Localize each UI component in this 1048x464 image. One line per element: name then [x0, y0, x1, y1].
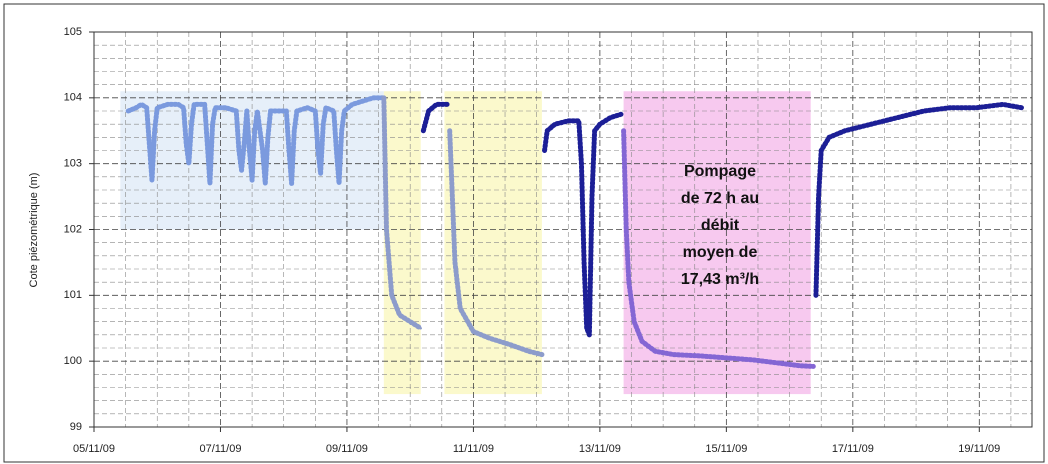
- x-tick-label: 05/11/09: [73, 443, 115, 455]
- plot-frame: [93, 31, 1033, 428]
- annotation: de 72 h au: [681, 190, 759, 207]
- y-tick-label: 102: [64, 223, 82, 235]
- annotation: débit: [701, 217, 740, 234]
- shaded-region: [444, 91, 542, 395]
- series-line-core: [622, 129, 815, 368]
- y-tick-label: 103: [64, 158, 82, 170]
- x-tick-label: 11/11/09: [453, 443, 494, 455]
- series-line-core: [543, 113, 623, 337]
- x-tick-label: 19/11/09: [958, 443, 1000, 455]
- annotation: Pompage: [684, 163, 756, 180]
- annotation: moyen de: [683, 244, 758, 261]
- x-tick-label: 17/11/09: [832, 443, 874, 455]
- series-line-core: [422, 103, 449, 132]
- x-tick-label: 09/11/09: [326, 443, 368, 455]
- series-line-core: [382, 96, 422, 330]
- y-tick-label: 104: [64, 92, 82, 104]
- y-axis-label: Cote piézométrique (m): [28, 173, 40, 288]
- series-line-core: [127, 96, 386, 185]
- annotation: 17,43 m³/h: [681, 271, 759, 288]
- series-line-core: [814, 103, 1023, 297]
- y-tick-label: 99: [70, 421, 82, 433]
- x-tick-label: 13/11/09: [579, 443, 621, 455]
- y-tick-label: 101: [64, 289, 82, 301]
- y-tick-label: 105: [64, 26, 82, 38]
- x-tick-label: 07/11/09: [199, 443, 241, 455]
- y-tick-label: 100: [64, 355, 82, 367]
- series-line-core: [448, 129, 544, 356]
- x-tick-label: 15/11/09: [705, 443, 747, 455]
